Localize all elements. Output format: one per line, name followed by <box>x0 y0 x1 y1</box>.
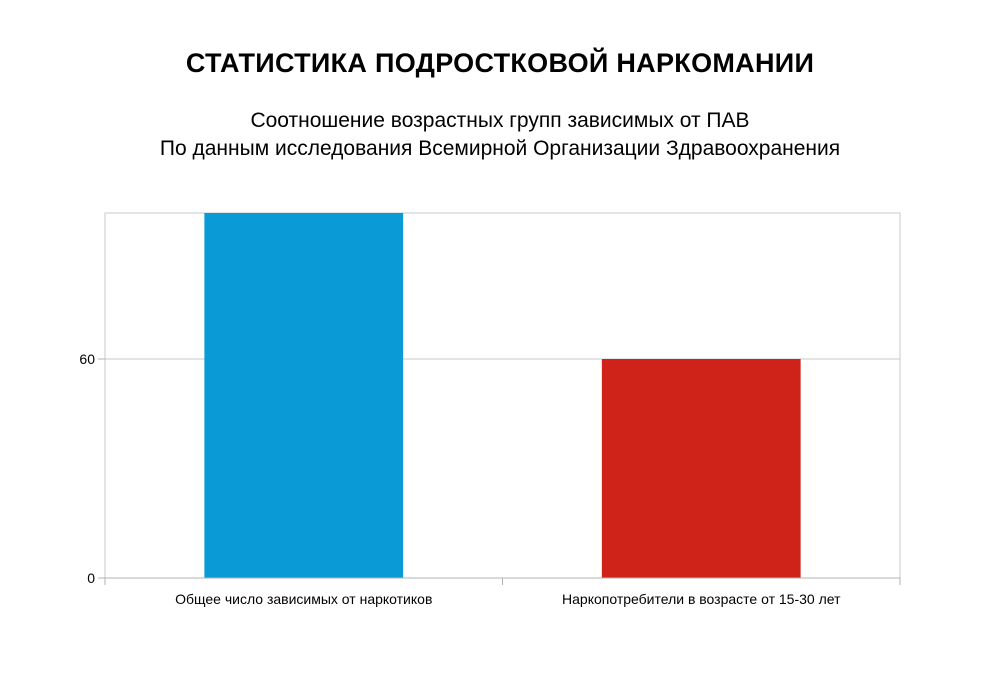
x-tick-label: Общее число зависимых от наркотиков <box>175 591 432 607</box>
y-tick-label: 60 <box>79 351 95 367</box>
chart-subtitle-line-1: Соотношение возрастных групп зависимых о… <box>250 109 750 132</box>
x-tick-label: Наркопотребители в возрасте от 15-30 лет <box>562 591 841 607</box>
y-tick-label: 0 <box>87 570 95 586</box>
bar <box>601 359 801 578</box>
bar <box>204 213 404 578</box>
chart-title: СТАТИСТИКА ПОДРОСТКОВОЙ НАРКОМАНИИ <box>185 48 815 78</box>
chart-subtitle-line-2: По данным исследования Всемирной Организ… <box>159 137 841 160</box>
